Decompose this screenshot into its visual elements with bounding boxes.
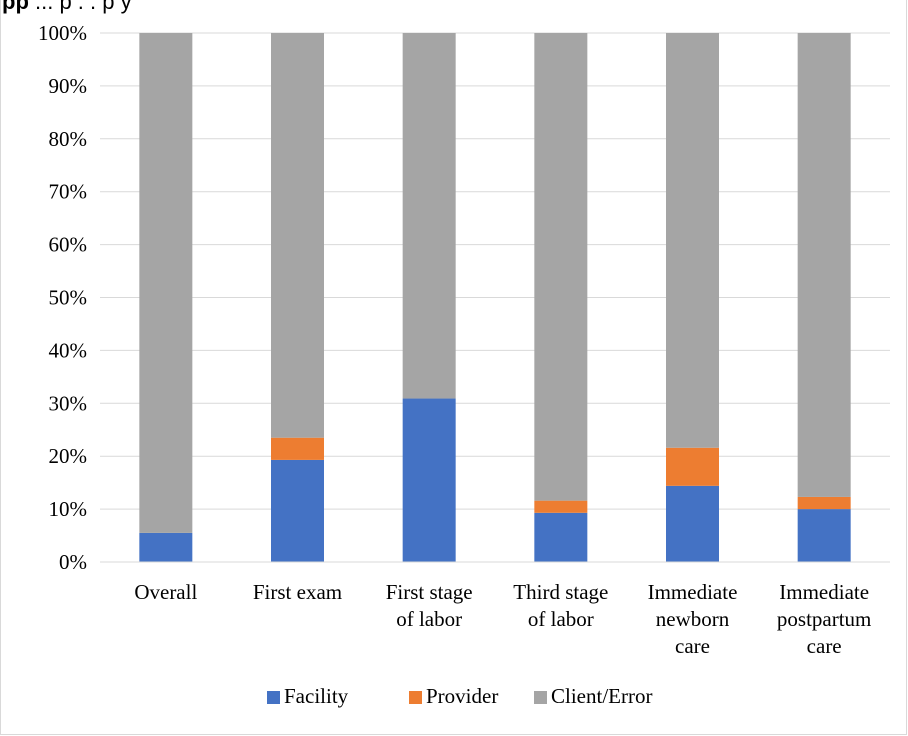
y-tick-label: 60% [49,233,88,257]
bar-segment-client-error [797,33,851,497]
y-tick-label: 40% [49,338,88,362]
y-tick-label: 10% [49,497,88,521]
x-category-label: Third stage [513,580,608,604]
bar-segment-client-error [139,33,193,533]
x-category-label: care [675,634,710,658]
x-category-label: First stage [386,580,473,604]
y-tick-label: 90% [49,74,88,98]
y-tick-label: 20% [49,444,88,468]
bar-segment-client-error [402,33,456,399]
x-category-label: Immediate [779,580,869,604]
y-tick-label: 100% [38,21,87,45]
caption-bold: pp [2,0,29,14]
x-category-label: of labor [396,607,462,631]
legend-swatch [534,691,547,704]
bar-segment-client-error [271,33,324,438]
legend-label: Client/Error [551,684,652,708]
bar-segment-provider [797,496,851,510]
y-tick-label: 80% [49,127,88,151]
x-category-label: First exam [253,580,342,604]
legend-label: Provider [426,684,498,708]
x-category-label: Overall [134,580,197,604]
legend-label: Facility [284,684,349,708]
x-category-label: postpartum [777,607,872,631]
bar-segment-provider [534,500,588,513]
figure-caption: pp ... p . . p y [2,0,132,15]
bar-segment-facility [797,509,851,562]
legend-swatch [409,691,422,704]
bar-segment-facility [402,398,456,562]
x-category-label: Immediate [648,580,738,604]
bar-segment-client-error [534,33,588,501]
x-category-label: care [807,634,842,658]
bar-segment-provider [666,447,719,486]
bar-segment-facility [666,485,719,562]
y-tick-label: 70% [49,180,88,204]
y-tick-label: 0% [59,550,87,574]
x-category-label: of labor [528,607,594,631]
bar-segment-facility [534,512,588,562]
bar-segment-client-error [666,33,719,448]
bar-segment-facility [271,459,324,562]
x-category-label: newborn [656,607,730,631]
y-tick-label: 30% [49,391,88,415]
caption-text: ... p . . p y [28,0,132,14]
y-tick-label: 50% [49,286,88,310]
legend-swatch [267,691,280,704]
bar-segment-facility [139,532,193,562]
bar-segment-provider [271,437,324,460]
